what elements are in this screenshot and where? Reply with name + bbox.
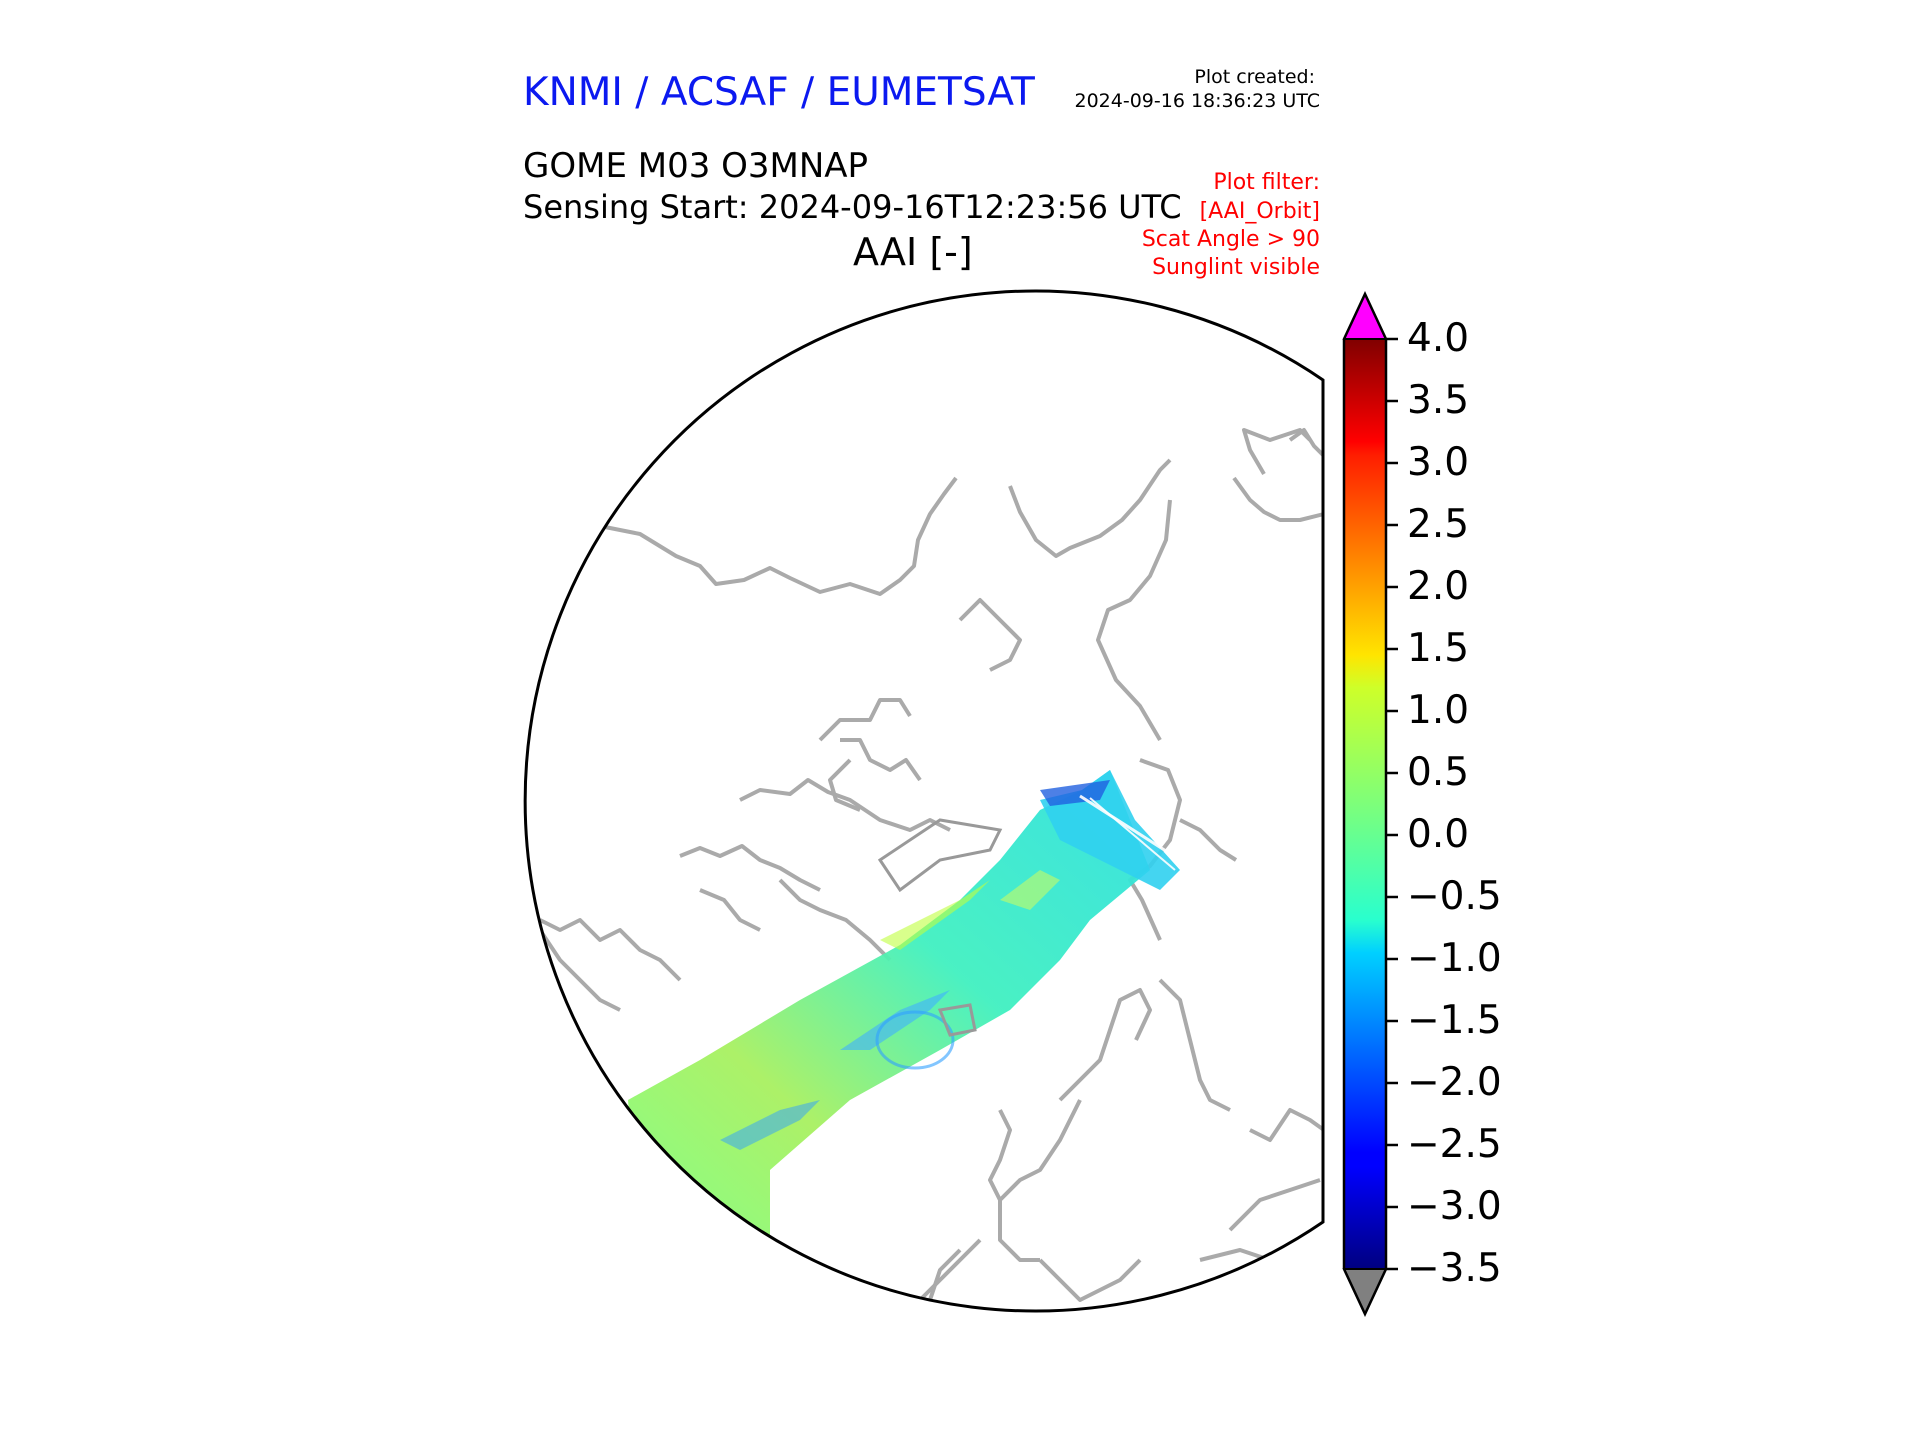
colorbar-ticks — [1386, 337, 1398, 1271]
organization-title: KNMI / ACSAF / EUMETSAT — [523, 70, 1035, 115]
plot-filter-item: Sunglint visible — [1152, 255, 1320, 280]
sensing-start: Sensing Start: 2024-09-16T12:23:56 UTC — [523, 188, 1182, 226]
colorbar-tick-label: −1.5 — [1407, 998, 1502, 1043]
plot-created-time: 2024-09-16 18:36:23 UTC — [1074, 90, 1321, 112]
colorbar-tick-label: −2.5 — [1407, 1122, 1502, 1167]
colorbar-tick-label: 3.5 — [1407, 378, 1470, 423]
map-content — [538, 428, 1323, 1302]
plot-filter-item: [AAI_Orbit] — [1199, 199, 1320, 224]
colorbar-tick-label: −2.0 — [1407, 1060, 1502, 1105]
colorbar-tick-label: −1.0 — [1407, 936, 1502, 981]
map-boundary — [523, 289, 1325, 1313]
colorbar-tick-label: −3.5 — [1407, 1246, 1502, 1291]
colorbar-over-extension — [1342, 291, 1388, 340]
colorbar-gradient — [1344, 339, 1386, 1269]
plot-filter-item: Scat Angle > 90 — [1141, 227, 1320, 252]
variable-label: AAI [-] — [853, 230, 973, 274]
colorbar-tick-label: 4.0 — [1407, 316, 1470, 361]
plot-created-label: Plot created: — [1194, 66, 1315, 88]
satellite-swath — [628, 770, 1181, 1240]
colorbar-tick-label: 2.0 — [1407, 564, 1470, 609]
colorbar-tick-label: 0.0 — [1407, 812, 1470, 857]
colorbar-tick-label: 2.5 — [1407, 502, 1470, 547]
colorbar-tick-label: 0.5 — [1407, 750, 1470, 795]
product-title: GOME M03 O3MNAP — [523, 146, 869, 186]
colorbar-tick-label: 3.0 — [1407, 440, 1470, 485]
colorbar-under-extension — [1342, 1268, 1388, 1317]
colorbar-tick-label: 1.0 — [1407, 688, 1470, 733]
colorbar-tick-label: −3.0 — [1407, 1184, 1502, 1229]
colorbar-tick-label: 1.5 — [1407, 626, 1470, 671]
colorbar-tick-label: −0.5 — [1407, 874, 1502, 919]
plot-filter-label: Plot filter: — [1213, 170, 1320, 195]
coastlines — [538, 428, 1323, 1302]
